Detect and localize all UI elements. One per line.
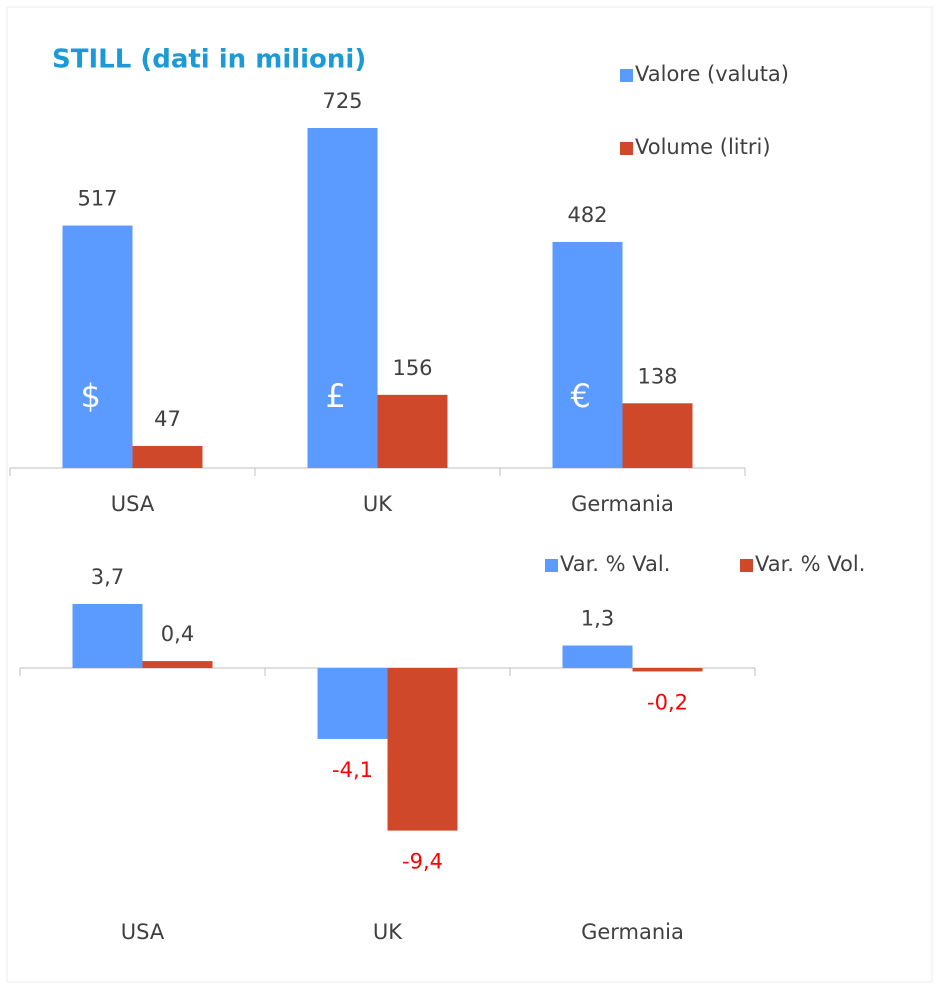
data-label: 725	[322, 89, 362, 113]
x-tick-label: UK	[373, 920, 403, 944]
x-tick-label: Germania	[581, 920, 684, 944]
x-tick-label: UK	[363, 492, 393, 516]
data-label: 3,7	[91, 565, 124, 589]
currency-symbol: $	[81, 377, 101, 415]
legend-swatch	[740, 559, 753, 572]
x-tick-label: USA	[111, 492, 155, 516]
legend-label: Volume (litri)	[635, 135, 771, 159]
bar	[132, 445, 203, 468]
legend-swatch	[545, 559, 558, 572]
data-label: -4,1	[332, 758, 373, 782]
bar	[377, 394, 448, 468]
data-label: 517	[77, 187, 117, 211]
data-label: 1,3	[581, 607, 614, 631]
legend-swatch	[620, 142, 633, 155]
bar	[142, 661, 213, 668]
legend-swatch	[620, 69, 633, 82]
data-label: -9,4	[402, 850, 443, 874]
data-label: 138	[637, 364, 677, 388]
x-tick-label: Germania	[571, 492, 674, 516]
bar	[387, 668, 458, 831]
legend-label: Valore (valuta)	[635, 62, 789, 86]
bar	[317, 668, 388, 739]
data-label: 0,4	[161, 622, 194, 646]
bar	[62, 225, 133, 468]
chart-title: STILL (dati in milioni)	[52, 45, 366, 75]
bar	[307, 128, 378, 468]
data-label: 156	[392, 356, 432, 380]
bar	[72, 604, 143, 668]
bar	[632, 668, 703, 672]
x-tick-label: USA	[121, 920, 165, 944]
frame	[6, 6, 933, 983]
legend-label: Var. % Vol.	[755, 552, 865, 576]
currency-symbol: £	[326, 377, 346, 415]
data-label: 47	[154, 407, 181, 431]
legend-label: Var. % Val.	[560, 552, 670, 576]
bar	[552, 241, 623, 468]
currency-symbol: €	[571, 377, 591, 415]
data-label: 482	[567, 203, 607, 227]
bar	[622, 403, 693, 468]
data-label: -0,2	[647, 690, 688, 714]
bar	[562, 645, 633, 668]
